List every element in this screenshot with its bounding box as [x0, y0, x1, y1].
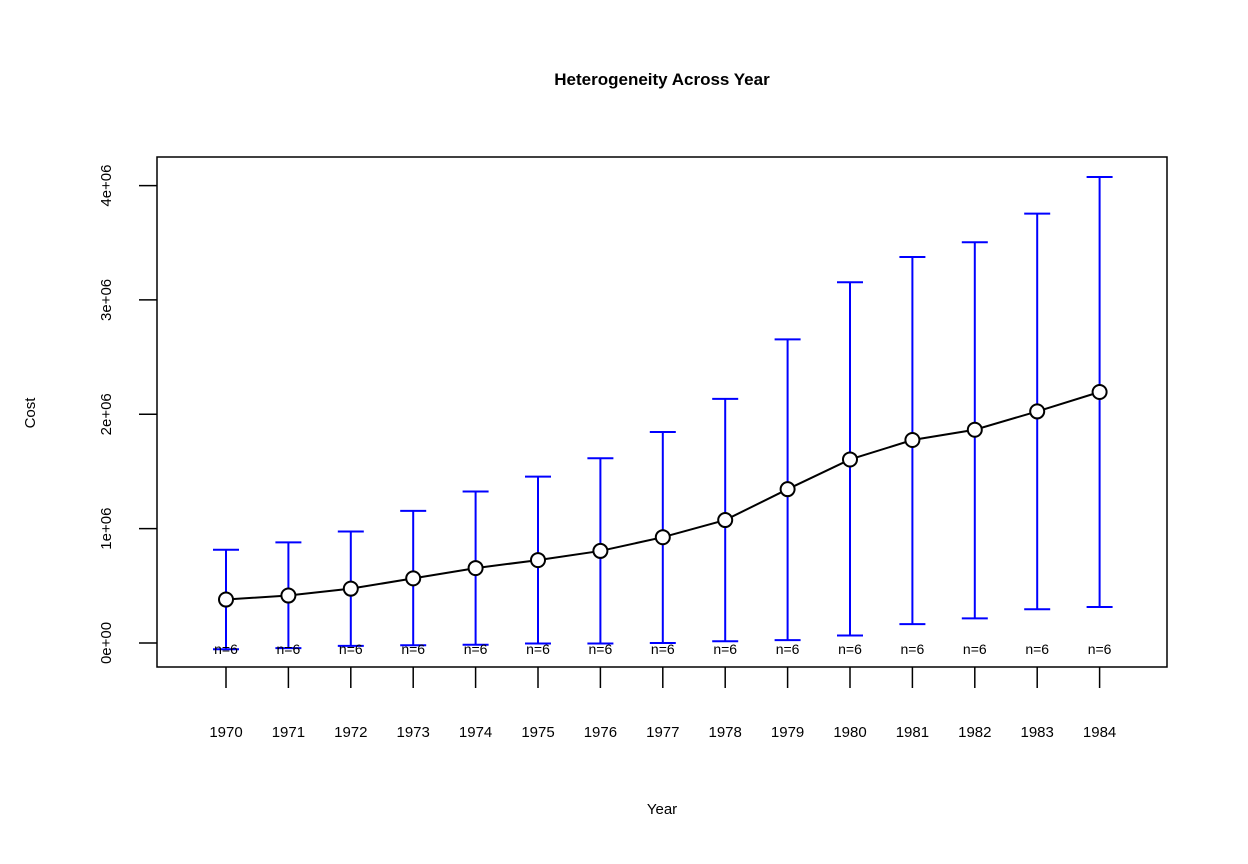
mean-point: [842, 451, 858, 468]
x-tick-label: 1980: [833, 724, 866, 741]
mean-point: [1091, 383, 1108, 400]
x-axis-label: Year: [647, 801, 677, 818]
mean-point: [218, 591, 234, 608]
error-bars: [213, 176, 1113, 651]
mean-point: [904, 432, 921, 449]
x-axis: 1970 1971 1972 1973 1974 1975 1976 1977 1978 1979…: [209, 667, 1116, 741]
n-label: n=6: [651, 641, 675, 657]
y-tick-label: 2e+06: [98, 393, 115, 435]
x-tick-label: 1983: [1021, 724, 1054, 741]
mean-point: [966, 421, 983, 438]
y-tick-label: 0e+00: [98, 622, 115, 664]
n-label: n=6: [277, 641, 301, 657]
x-tick-label: 1970: [209, 724, 242, 741]
y-tick-label: 1e+06: [98, 508, 115, 550]
n-label: n=6: [963, 641, 987, 657]
x-tick-label: 1971: [272, 724, 305, 741]
y-tick-label: 4e+06: [98, 165, 115, 207]
n-label: n=6: [1025, 641, 1049, 657]
mean-point: [654, 529, 671, 546]
n-label: n=6: [1088, 641, 1112, 657]
n-labels: n=6 n=6 n=6 n=6 n=6 n=6 n=6 n=6 n=6 n=6 n=6 n=6 n=6 n…: [214, 641, 1112, 657]
mean-point: [342, 580, 359, 597]
x-tick-label: 1972: [334, 724, 367, 741]
y-axis-label: Cost: [22, 397, 39, 429]
mean-point: [530, 552, 546, 569]
mean-point: [280, 587, 297, 604]
n-label: n=6: [901, 641, 925, 657]
x-tick-label: 1981: [896, 724, 929, 741]
mean-point: [717, 512, 734, 529]
x-tick-label: 1977: [646, 724, 679, 741]
mean-point: [779, 481, 796, 498]
y-tick-label: 3e+06: [98, 279, 115, 321]
x-tick-label: 1979: [771, 724, 804, 741]
x-tick-label: 1974: [459, 724, 492, 741]
mean-point: [467, 560, 484, 577]
n-label: n=6: [339, 641, 363, 657]
n-label: n=6: [838, 641, 862, 657]
x-tick-label: 1982: [958, 724, 991, 741]
mean-point: [592, 542, 609, 559]
n-label: n=6: [713, 641, 737, 657]
y-axis: 0e+00 1e+06 2e+06 3e+06 4e+06: [98, 165, 157, 664]
plot-area-frame: [156, 156, 1168, 668]
mean-point: [405, 570, 422, 587]
x-tick-label: 1973: [397, 724, 430, 741]
x-tick-label: 1984: [1083, 724, 1116, 741]
chart-title: Heterogeneity Across Year: [554, 70, 770, 89]
n-label: n=6: [589, 641, 613, 657]
mean-points: [218, 383, 1108, 608]
n-label: n=6: [464, 641, 488, 657]
n-label: n=6: [526, 641, 550, 657]
n-label: n=6: [776, 641, 800, 657]
x-tick-label: 1978: [709, 724, 742, 741]
n-label: n=6: [401, 641, 425, 657]
x-tick-label: 1975: [521, 724, 554, 741]
n-label: n=6: [214, 641, 238, 657]
mean-point: [1029, 403, 1046, 420]
x-tick-label: 1976: [584, 724, 617, 741]
